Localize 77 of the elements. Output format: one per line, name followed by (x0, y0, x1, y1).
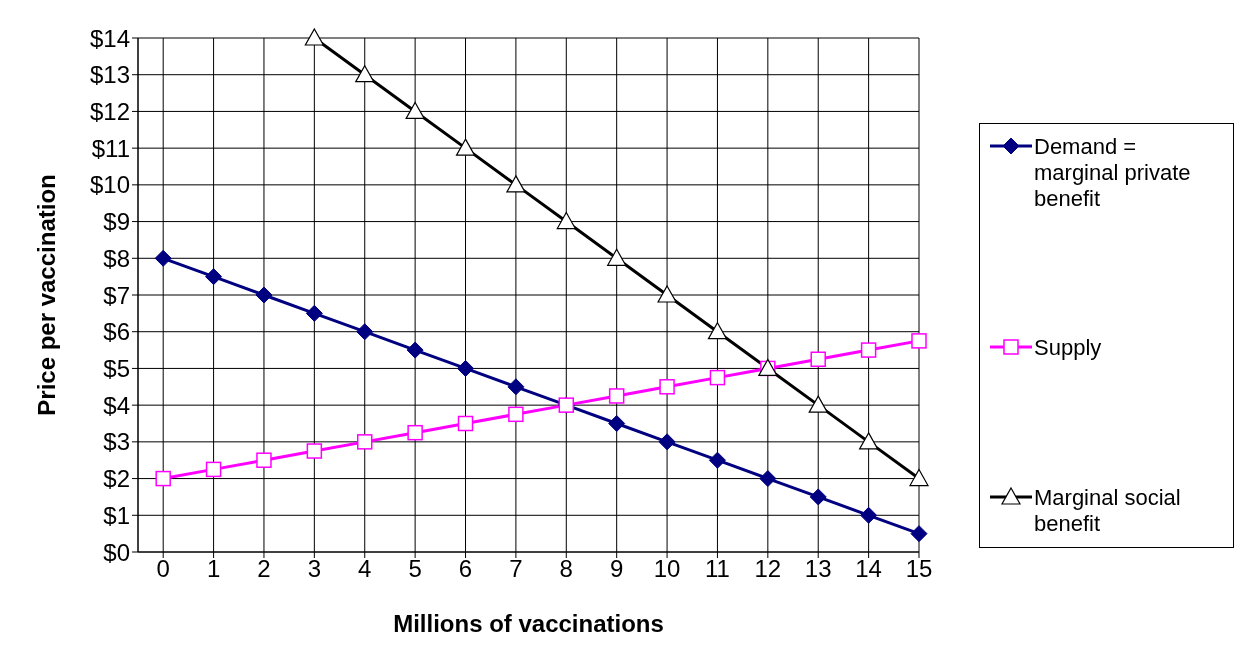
x-tick-label: 8 (559, 555, 573, 583)
x-tick-label: 10 (653, 555, 681, 583)
x-tick-label: 1 (206, 555, 221, 583)
x-axis-title: Millions of vaccinations (393, 610, 664, 637)
point (860, 506, 878, 524)
x-tick-label: 4 (358, 555, 372, 583)
point (707, 322, 728, 340)
point (709, 369, 726, 386)
point (306, 443, 323, 459)
y-tick-label: $12 (89, 97, 130, 125)
point (910, 525, 928, 543)
point (607, 248, 627, 266)
point (657, 285, 677, 303)
x-tick-label: 3 (307, 555, 322, 583)
point (608, 388, 625, 404)
point (304, 28, 324, 46)
point (356, 323, 374, 341)
point (457, 359, 475, 377)
point (405, 101, 425, 120)
point (406, 341, 424, 359)
x-tick-label: 13 (804, 555, 832, 583)
y-tick-label: $13 (89, 61, 130, 89)
point (759, 470, 777, 488)
x-tick-label: 0 (156, 555, 170, 583)
point (608, 415, 626, 432)
point (407, 424, 423, 441)
point (507, 378, 525, 396)
x-tick-label: 15 (905, 555, 933, 583)
y-tick-label: $1 (103, 501, 130, 529)
point (457, 415, 474, 432)
y-tick-label: $9 (103, 208, 130, 236)
y-tick-label: $3 (103, 428, 130, 456)
y-tick-label: $11 (91, 134, 130, 162)
point (205, 268, 223, 286)
y-axis-title: Price per vaccination (32, 174, 60, 416)
x-tick-label: 12 (754, 555, 782, 583)
point (508, 406, 524, 423)
y-tick-label: $8 (103, 244, 130, 272)
y-tick-label: $10 (89, 171, 130, 199)
y-tick-label: $0 (103, 538, 130, 566)
y-tick-label: $2 (103, 465, 130, 493)
point (205, 461, 222, 478)
point (860, 342, 877, 358)
point (255, 286, 273, 304)
point (154, 249, 172, 267)
point (808, 395, 828, 413)
point (356, 434, 373, 450)
point (658, 433, 676, 451)
point (455, 138, 476, 156)
point (859, 432, 879, 450)
point (659, 379, 675, 395)
point (909, 468, 929, 487)
point (708, 451, 726, 469)
point (810, 351, 826, 367)
x-tick-label: 5 (408, 555, 422, 583)
y-tick-label: $4 (103, 391, 130, 419)
point (556, 211, 576, 230)
point (506, 175, 526, 193)
y-tick-label: $7 (103, 281, 130, 309)
x-tick-label: 6 (458, 555, 473, 583)
y-tick-label: $14 (89, 24, 130, 52)
x-tick-label: 11 (704, 555, 730, 583)
y-tick-label: $6 (103, 318, 130, 346)
legend-label: Supply (1034, 335, 1102, 361)
legend-label: Demand = marginal private benefit (1034, 133, 1192, 212)
y-tick-label: $5 (103, 354, 130, 382)
point (256, 452, 272, 468)
legend-label: Marginal social benefit (1034, 484, 1182, 537)
x-tick-label: 2 (257, 555, 271, 583)
point (305, 304, 323, 322)
x-tick-label: 14 (855, 555, 882, 583)
point (911, 333, 927, 349)
point (355, 65, 375, 83)
x-tick-label: 7 (509, 555, 523, 583)
point (809, 488, 827, 506)
point (155, 470, 171, 487)
x-tick-label: 9 (610, 555, 624, 583)
